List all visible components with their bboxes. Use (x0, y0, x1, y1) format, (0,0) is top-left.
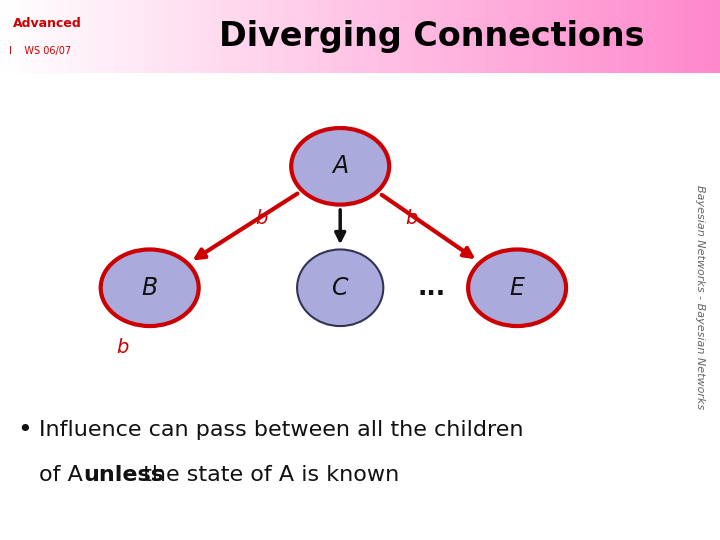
Text: •: • (17, 418, 32, 442)
Text: b: b (256, 209, 268, 228)
Text: b: b (405, 209, 418, 228)
Text: C: C (332, 276, 348, 300)
Ellipse shape (291, 128, 390, 205)
Ellipse shape (468, 249, 566, 326)
Text: Bayesian Networks - Bayesian Networks: Bayesian Networks - Bayesian Networks (696, 185, 705, 409)
Text: ...: ... (418, 276, 446, 300)
Text: of A: of A (39, 464, 90, 484)
Text: I    WS 06/07: I WS 06/07 (9, 46, 71, 56)
Text: b: b (117, 338, 129, 356)
Text: B: B (142, 276, 158, 300)
Text: A: A (332, 154, 348, 178)
Text: unless: unless (83, 464, 164, 484)
Text: Diverging Connections: Diverging Connections (220, 20, 644, 53)
Ellipse shape (297, 249, 383, 326)
Text: the state of A is known: the state of A is known (136, 464, 400, 484)
Text: Influence can pass between all the children: Influence can pass between all the child… (39, 420, 523, 440)
Ellipse shape (101, 249, 199, 326)
Text: E: E (510, 276, 525, 300)
Text: Advanced: Advanced (14, 17, 82, 30)
